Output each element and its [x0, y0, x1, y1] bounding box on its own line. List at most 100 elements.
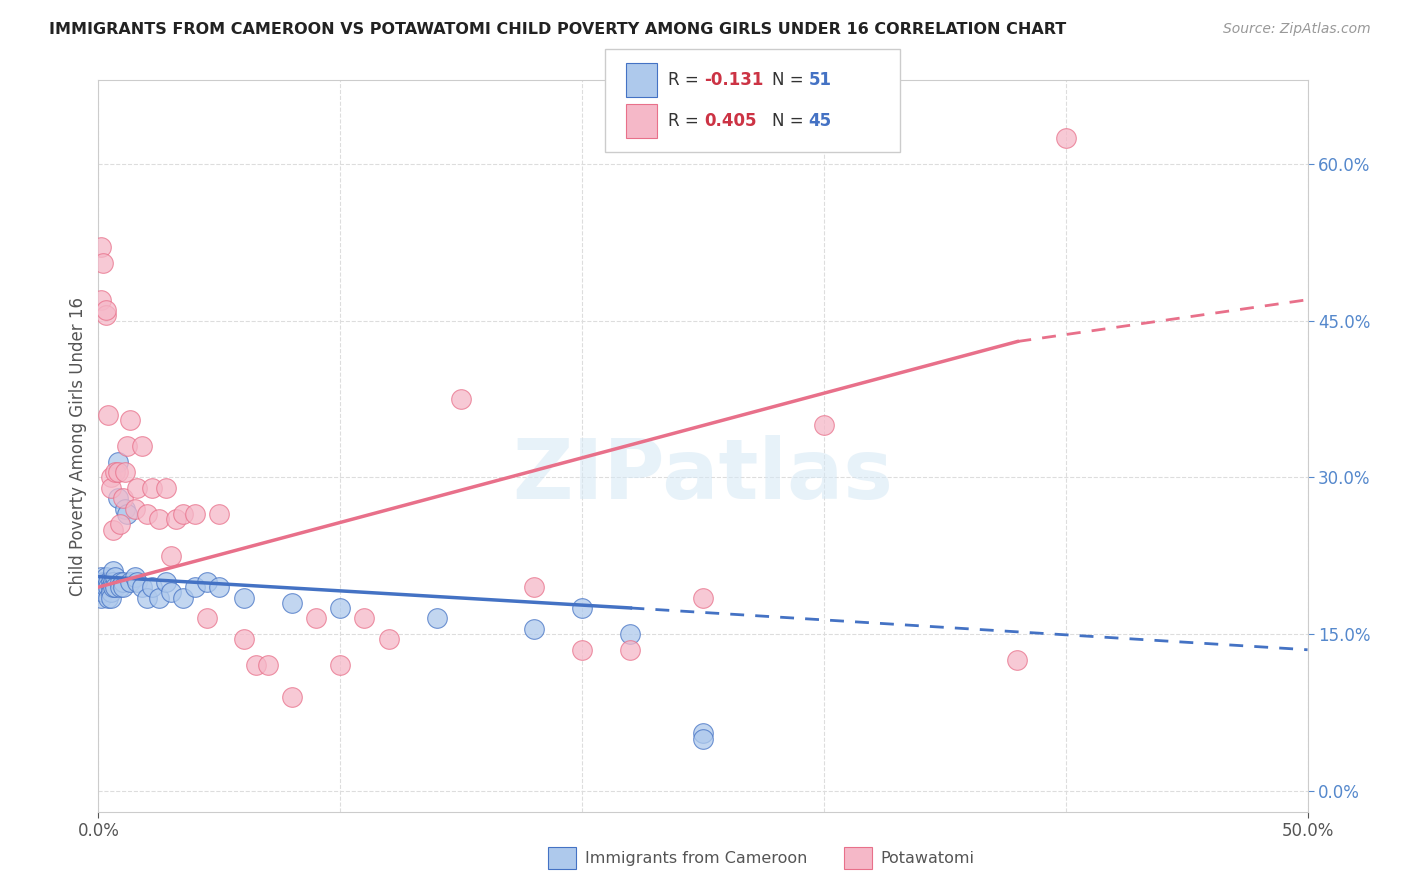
Text: Source: ZipAtlas.com: Source: ZipAtlas.com: [1223, 22, 1371, 37]
Point: [117, 439, 139, 453]
Point: [90, 580, 112, 594]
Point: [101, 580, 124, 594]
Point: [118, 574, 141, 589]
Point: [101, 523, 124, 537]
Point: [111, 574, 134, 589]
Point: [131, 439, 153, 453]
Text: 0.405: 0.405: [704, 112, 756, 130]
Text: 51: 51: [808, 70, 831, 88]
Point: [208, 580, 231, 594]
Point: [100, 591, 122, 605]
Text: IMMIGRANTS FROM CAMEROON VS POTAWATOMI CHILD POVERTY AMONG GIRLS UNDER 16 CORREL: IMMIGRANTS FROM CAMEROON VS POTAWATOMI C…: [49, 22, 1067, 37]
Point: [184, 507, 207, 521]
Point: [155, 574, 177, 589]
Point: [256, 658, 278, 673]
Point: [619, 642, 641, 657]
Point: [135, 507, 157, 521]
Point: [108, 580, 131, 594]
Point: [135, 591, 157, 605]
Point: [571, 642, 593, 657]
Point: [305, 611, 328, 625]
Point: [100, 574, 122, 589]
Point: [281, 690, 304, 704]
Point: [114, 465, 136, 479]
Point: [97, 408, 120, 422]
Point: [160, 549, 183, 563]
Point: [195, 574, 218, 589]
Text: Immigrants from Cameroon: Immigrants from Cameroon: [585, 851, 807, 865]
Point: [111, 491, 134, 506]
Text: N =: N =: [772, 70, 808, 88]
Point: [1054, 130, 1077, 145]
Point: [117, 507, 139, 521]
Point: [619, 627, 641, 641]
Point: [101, 574, 124, 589]
Text: N =: N =: [772, 112, 808, 130]
Point: [329, 601, 352, 615]
Point: [813, 418, 835, 433]
Point: [94, 580, 117, 594]
Point: [90, 569, 112, 583]
Point: [108, 517, 131, 532]
Point: [97, 591, 120, 605]
Point: [90, 591, 112, 605]
Y-axis label: Child Poverty Among Girls Under 16: Child Poverty Among Girls Under 16: [69, 296, 87, 596]
Point: [118, 413, 141, 427]
Point: [90, 293, 112, 307]
Point: [114, 501, 136, 516]
Point: [100, 580, 122, 594]
Text: -0.131: -0.131: [704, 70, 763, 88]
Text: Potawatomi: Potawatomi: [880, 851, 974, 865]
Point: [141, 481, 163, 495]
Point: [127, 574, 149, 589]
Point: [107, 455, 129, 469]
Point: [232, 591, 254, 605]
Point: [692, 731, 714, 746]
Text: R =: R =: [668, 112, 704, 130]
Point: [523, 622, 546, 636]
Point: [100, 470, 122, 484]
Point: [523, 580, 546, 594]
Point: [104, 580, 127, 594]
Point: [245, 658, 267, 673]
Point: [94, 569, 117, 583]
Point: [692, 591, 714, 605]
Point: [450, 392, 472, 406]
Point: [155, 481, 177, 495]
Point: [108, 574, 131, 589]
Point: [94, 309, 117, 323]
Point: [377, 632, 399, 647]
Point: [107, 491, 129, 506]
Point: [329, 658, 352, 673]
Point: [91, 585, 114, 599]
Point: [426, 611, 449, 625]
Point: [131, 580, 153, 594]
Point: [281, 596, 304, 610]
Point: [100, 481, 122, 495]
Point: [208, 507, 231, 521]
Point: [100, 585, 122, 599]
Point: [124, 501, 146, 516]
Point: [571, 601, 593, 615]
Point: [94, 303, 117, 318]
Point: [104, 569, 127, 583]
Point: [104, 465, 127, 479]
Point: [353, 611, 375, 625]
Point: [101, 565, 124, 579]
Point: [111, 580, 134, 594]
Point: [127, 481, 149, 495]
Point: [195, 611, 218, 625]
Point: [148, 591, 170, 605]
Point: [232, 632, 254, 647]
Text: R =: R =: [668, 70, 704, 88]
Point: [141, 580, 163, 594]
Point: [1007, 653, 1029, 667]
Point: [94, 574, 117, 589]
Point: [97, 580, 120, 594]
Point: [172, 591, 194, 605]
Point: [124, 569, 146, 583]
Point: [165, 512, 187, 526]
Point: [91, 256, 114, 270]
Point: [91, 574, 114, 589]
Point: [148, 512, 170, 526]
